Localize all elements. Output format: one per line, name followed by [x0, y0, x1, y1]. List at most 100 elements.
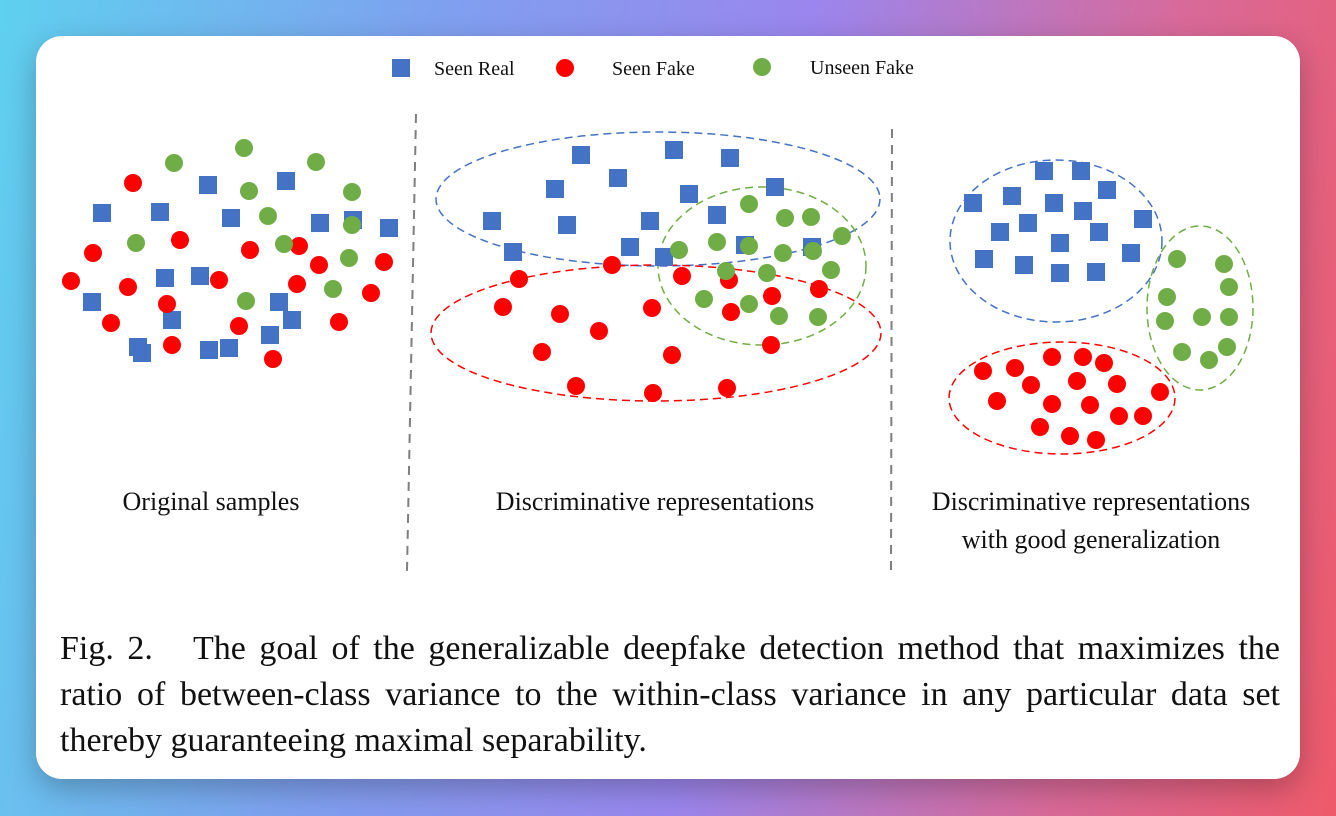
divider-right: [890, 128, 893, 572]
seen-fake-marker: [533, 343, 551, 361]
seen-fake-marker: [1043, 348, 1061, 366]
seen-fake-marker: [567, 377, 585, 395]
cluster-ellipse-seen-real-right: [949, 159, 1163, 323]
panel-label-discriminative: Discriminative representations: [496, 487, 814, 516]
seen-real-marker: [1045, 194, 1063, 212]
cluster-ellipse-seen-fake-middle: [430, 264, 882, 402]
seen-real-marker: [156, 269, 174, 287]
unseen-fake-marker: [237, 292, 255, 310]
unseen-fake-marker: [695, 290, 713, 308]
seen-fake-marker: [644, 384, 662, 402]
seen-fake-marker: [763, 287, 781, 305]
unseen-fake-marker: [809, 308, 827, 326]
seen-fake-marker: [330, 313, 348, 331]
unseen-fake-marker: [235, 139, 253, 157]
seen-real-marker: [665, 141, 683, 159]
seen-real-marker: [1051, 264, 1069, 282]
seen-fake-marker: [124, 174, 142, 192]
seen-real-marker: [1134, 210, 1152, 228]
seen-fake-marker: [241, 241, 259, 259]
legend-seen-real-label: Seen Real: [434, 58, 515, 80]
seen-fake-marker: [1108, 375, 1126, 393]
seen-real-marker: [83, 293, 101, 311]
unseen-fake-marker: [833, 227, 851, 245]
seen-real-marker: [1087, 263, 1105, 281]
seen-fake-marker: [1110, 407, 1128, 425]
unseen-fake-marker: [776, 209, 794, 227]
seen-real-marker: [199, 176, 217, 194]
legend-unseen-fake-marker: [753, 58, 771, 76]
unseen-fake-marker: [1220, 278, 1238, 296]
seen-fake-marker: [643, 299, 661, 317]
seen-real-marker: [680, 185, 698, 203]
seen-real-marker: [1122, 244, 1140, 262]
seen-real-marker: [311, 214, 329, 232]
legend-unseen-fake-label: Unseen Fake: [810, 57, 914, 79]
seen-real-marker: [261, 326, 279, 344]
seen-fake-marker: [988, 392, 1006, 410]
seen-fake-marker: [1022, 376, 1040, 394]
unseen-fake-marker: [127, 234, 145, 252]
seen-real-marker: [133, 344, 151, 362]
seen-fake-marker: [722, 303, 740, 321]
cluster-ellipse-unseen-fake-right: [1146, 225, 1254, 391]
seen-fake-marker: [1061, 427, 1079, 445]
seen-fake-marker: [230, 317, 248, 335]
seen-fake-marker: [590, 322, 608, 340]
seen-fake-marker: [62, 272, 80, 290]
seen-fake-marker: [310, 256, 328, 274]
unseen-fake-marker: [1173, 343, 1191, 361]
seen-fake-marker: [810, 280, 828, 298]
seen-real-marker: [558, 216, 576, 234]
cluster-ellipse-seen-real-middle: [435, 131, 881, 267]
unseen-fake-marker: [708, 233, 726, 251]
unseen-fake-marker: [1200, 351, 1218, 369]
legend-seen-fake-marker: [556, 59, 574, 77]
unseen-fake-marker: [1158, 288, 1176, 306]
unseen-fake-marker: [259, 207, 277, 225]
seen-real-marker: [504, 243, 522, 261]
seen-real-marker: [191, 267, 209, 285]
unseen-fake-marker: [1168, 250, 1186, 268]
seen-real-marker: [1035, 162, 1053, 180]
seen-fake-marker: [1134, 407, 1152, 425]
unseen-fake-marker: [740, 195, 758, 213]
seen-real-marker: [1019, 214, 1037, 232]
seen-fake-marker: [718, 379, 736, 397]
seen-real-marker: [220, 339, 238, 357]
seen-real-marker: [222, 209, 240, 227]
seen-fake-marker: [673, 267, 691, 285]
seen-fake-marker: [102, 314, 120, 332]
seen-fake-marker: [119, 278, 137, 296]
seen-real-marker: [1098, 181, 1116, 199]
unseen-fake-marker: [670, 241, 688, 259]
divider-left: [406, 113, 417, 572]
seen-fake-marker: [1074, 348, 1092, 366]
unseen-fake-marker: [758, 264, 776, 282]
panel-label-generalization-line2: with good generalization: [962, 525, 1220, 554]
seen-real-marker: [1015, 256, 1033, 274]
seen-fake-marker: [171, 231, 189, 249]
seen-fake-marker: [494, 298, 512, 316]
panel-label-original: Original samples: [123, 487, 300, 516]
seen-real-marker: [766, 178, 784, 196]
unseen-fake-marker: [822, 261, 840, 279]
seen-fake-marker: [1068, 372, 1086, 390]
seen-real-marker: [1074, 202, 1092, 220]
seen-real-marker: [1072, 162, 1090, 180]
figure-diagram: Seen Real Seen Fake Unseen Fake Original…: [62, 57, 1254, 572]
seen-real-marker: [721, 149, 739, 167]
seen-fake-marker: [762, 336, 780, 354]
seen-fake-marker: [84, 244, 102, 262]
unseen-fake-marker: [770, 307, 788, 325]
unseen-fake-marker: [774, 244, 792, 262]
seen-fake-marker: [1031, 418, 1049, 436]
unseen-fake-marker: [165, 154, 183, 172]
seen-fake-marker: [288, 275, 306, 293]
seen-fake-marker: [603, 256, 621, 274]
unseen-fake-marker: [343, 183, 361, 201]
unseen-fake-marker: [1220, 308, 1238, 326]
seen-fake-marker: [1006, 359, 1024, 377]
unseen-fake-marker: [717, 262, 735, 280]
seen-real-marker: [163, 311, 181, 329]
